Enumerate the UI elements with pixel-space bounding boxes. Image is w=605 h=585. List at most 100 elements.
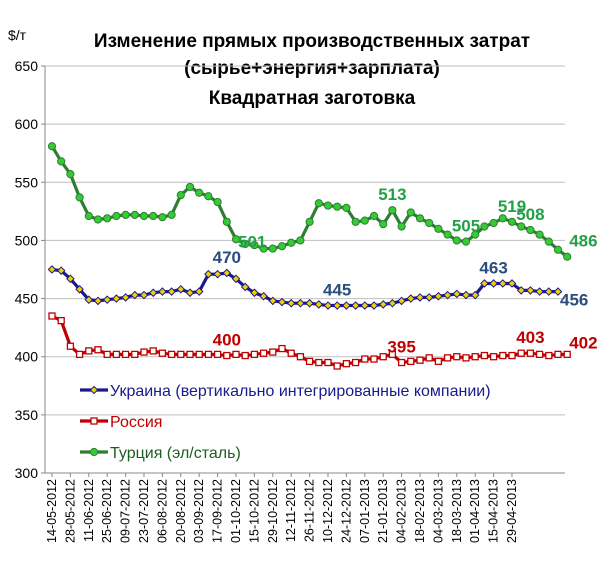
data-point (213, 269, 222, 279)
data-point (378, 300, 388, 309)
axes (44, 66, 565, 474)
data-point (103, 350, 111, 359)
data-point (434, 224, 443, 233)
data-point (176, 284, 186, 294)
data-point (204, 192, 213, 201)
data-point (195, 350, 203, 359)
legend-label: Украина (вертикально интегрированные ком… (110, 383, 491, 400)
y-tick-label: 450 (15, 291, 39, 307)
data-label-2-5: 486 (569, 232, 597, 251)
x-tick-label: 18-02-2013 (413, 479, 427, 543)
data-point (315, 358, 323, 367)
data-point (443, 290, 452, 300)
data-point (415, 293, 425, 302)
series-1 (48, 312, 571, 370)
x-tick-label: 29-04-2013 (505, 479, 519, 543)
x-axis-ticks: 14-05-2012 28-05-2012 11-06-2012 25-06-2012… (45, 473, 519, 543)
data-point (57, 317, 65, 325)
legend-marker (89, 385, 99, 395)
data-label-1-2: 403 (516, 328, 544, 347)
data-point (415, 214, 425, 223)
data-point (66, 342, 75, 350)
data-point (287, 349, 295, 357)
data-point (489, 353, 498, 361)
data-point (369, 301, 379, 310)
data-point (149, 347, 157, 355)
data-point (498, 279, 508, 288)
series-group (47, 142, 572, 370)
data-point (452, 236, 461, 245)
data-point (480, 279, 489, 288)
data-point (553, 287, 563, 296)
data-point (314, 199, 323, 208)
legend-item-0: Украина (вертикально интегрированные ком… (80, 383, 491, 400)
data-point (84, 295, 94, 305)
data-point (241, 351, 249, 360)
data-point (204, 350, 213, 359)
data-point (296, 298, 305, 308)
data-point (342, 360, 351, 368)
y-tick-label: 600 (15, 116, 39, 132)
data-point (47, 265, 57, 274)
x-tick-label: 21-01-2013 (376, 479, 390, 543)
data-point (553, 245, 563, 254)
data-point (351, 358, 360, 367)
data-point (453, 353, 461, 361)
data-point (241, 239, 250, 249)
series-2 (47, 142, 572, 261)
data-point (554, 350, 562, 359)
data-point (360, 301, 370, 310)
data-point (361, 355, 369, 363)
data-point (369, 211, 379, 221)
legend-item-1: Россия (80, 414, 162, 431)
data-point (470, 290, 480, 300)
data-point (296, 236, 305, 245)
data-point (140, 348, 148, 356)
data-point (223, 351, 231, 360)
data-point (471, 230, 480, 239)
chart-title-line-2: (сырье+энергия+зарплата) (184, 58, 440, 79)
data-point (406, 208, 415, 217)
data-point (535, 350, 544, 359)
data-point (424, 293, 434, 302)
data-point (305, 298, 314, 308)
y-tick-label: 350 (15, 407, 39, 423)
data-point (471, 353, 479, 361)
data-point (462, 354, 470, 362)
x-tick-label: 20-08-2012 (174, 479, 188, 543)
data-point (333, 202, 342, 211)
data-point (269, 348, 277, 356)
data-label-1-0: 400 (213, 331, 241, 350)
data-point (130, 290, 140, 300)
data-point (535, 287, 544, 296)
data-point (379, 353, 387, 361)
data-point (231, 274, 241, 284)
data-point (185, 182, 195, 192)
data-point (167, 350, 176, 359)
data-point (480, 351, 489, 360)
chart-title-line-3: Квадратная заготовка (209, 88, 416, 109)
data-point (305, 357, 314, 366)
data-point (563, 252, 572, 261)
x-tick-label: 15-10-2012 (247, 479, 261, 543)
data-point (342, 203, 351, 212)
data-point (314, 300, 324, 309)
data-point (507, 279, 517, 288)
x-tick-label: 04-03-2013 (431, 479, 445, 543)
data-point (305, 217, 314, 226)
data-point (323, 301, 333, 310)
data-point (296, 353, 305, 361)
data-point (452, 289, 462, 299)
chart-title-line-1: Изменение прямых производственных затрат (94, 31, 530, 52)
x-tick-label: 25-06-2012 (100, 479, 114, 543)
x-tick-label: 01-10-2012 (229, 479, 243, 543)
data-point (489, 218, 498, 228)
series-0 (47, 265, 563, 310)
data-point (213, 197, 222, 207)
data-point (250, 240, 259, 250)
data-point (194, 287, 204, 296)
x-tick-label: 04-02-2013 (395, 479, 409, 543)
data-point (342, 301, 351, 310)
y-tick-label: 400 (15, 349, 39, 365)
